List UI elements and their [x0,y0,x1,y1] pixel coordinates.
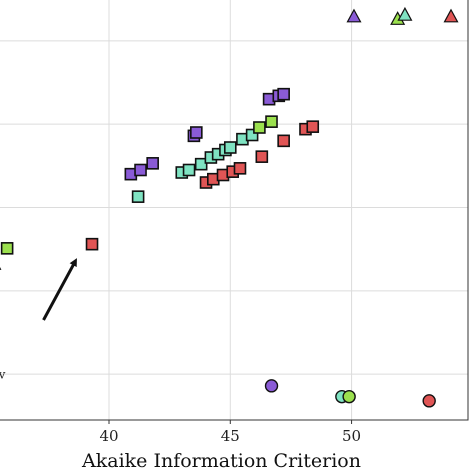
data-point-square [131,190,145,203]
data-point-square [0,242,14,255]
data-point-circle [264,379,279,393]
data-point-square [233,162,247,175]
data-point-square [277,134,290,148]
data-point-square [245,128,259,142]
data-point-square [265,115,278,128]
data-point-triangle [346,8,362,23]
data-point-square [306,120,320,133]
data-point-square [85,237,99,251]
data-point-triangle [443,8,459,23]
data-point-square [190,126,203,139]
data-point-triangle [397,6,413,21]
data-point-square [255,150,269,163]
x-tick-label: 40 [99,427,118,445]
x-axis-ticks: 40 45 50 [99,420,361,445]
x-tick-label: 50 [342,427,361,445]
x-axis-label: Akaike Information Criterion [81,450,361,472]
data-point-circle [342,389,356,404]
data-point-square [134,163,147,177]
data-point-square [146,157,159,170]
annotation-text: v [0,367,6,381]
annotation-arrow [42,258,77,321]
x-tick-label: 45 [221,427,240,445]
data-points [0,6,459,408]
data-point-square [253,121,266,134]
data-point-circle [422,394,436,408]
data-point-square [277,87,290,101]
data-point-square [194,157,208,171]
annotations: v [0,258,77,381]
data-point-square [182,163,196,177]
gridlines [0,0,468,420]
plot-frame [0,0,469,421]
data-point-square [223,141,237,154]
